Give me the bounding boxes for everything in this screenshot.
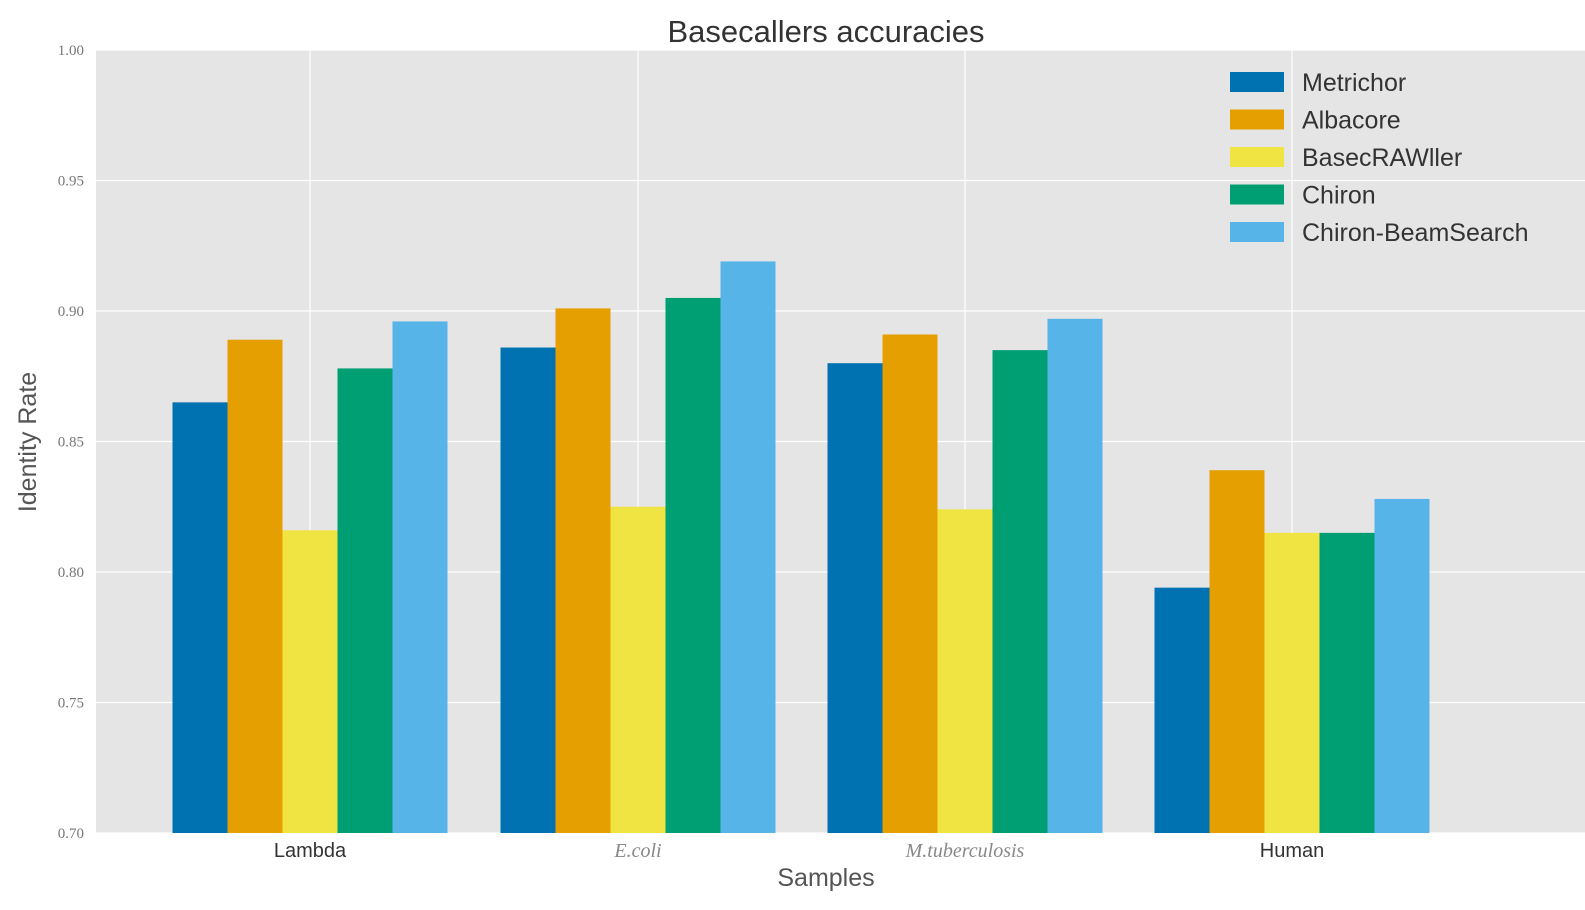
bar-albacore-human [1209, 470, 1265, 833]
y-tick-label: 0.70 [58, 826, 84, 842]
bar-metrichor-lambda [172, 402, 228, 833]
y-tick-label: 0.95 [58, 174, 84, 190]
legend-swatch [1230, 147, 1284, 167]
bar-basecrawller-lambda [282, 530, 338, 833]
bar-chiron-beamsearch-human [1374, 498, 1430, 833]
bar-metrichor-e-coli [500, 347, 556, 833]
legend-swatch [1230, 184, 1284, 205]
bar-chiron-human [1319, 532, 1375, 833]
bar-metrichor-m-tuberculosis [827, 363, 883, 833]
bar-chiron-beamsearch-m-tuberculosis [1047, 318, 1103, 834]
legend: Metrichor Albacore BasecRAWller Chiron Chiro… [1230, 69, 1529, 247]
bar-basecrawller-e-coli [610, 506, 666, 833]
bar-albacore-e-coli [555, 308, 611, 833]
legend-label: Metrichor [1302, 69, 1406, 97]
bar-basecrawller-human [1264, 532, 1320, 833]
legend-label: BasecRAWller [1302, 144, 1462, 172]
legend-swatch [1230, 109, 1284, 130]
x-tick-label: M.tuberculosis [905, 840, 1025, 862]
bars [172, 261, 1430, 834]
bar-chiron-beamsearch-e-coli [720, 261, 776, 833]
y-tick-label: 1.00 [58, 43, 84, 59]
legend-swatch [1230, 72, 1284, 92]
y-axis-ticks: 0.70 0.75 0.80 0.85 0.90 0.95 1.00 [58, 43, 84, 842]
bar-chiron-e-coli [665, 297, 721, 833]
bar-chiron-m-tuberculosis [992, 350, 1048, 833]
bar-albacore-m-tuberculosis [882, 334, 938, 833]
bar-chiron-beamsearch-lambda [392, 321, 448, 833]
y-axis-label: Identity Rate [14, 372, 42, 512]
x-axis-ticks: Lambda E.coli M.tuberculosis Human [274, 840, 1324, 862]
legend-label: Albacore [1302, 107, 1401, 135]
x-tick-label: Human [1260, 840, 1324, 862]
y-tick-label: 0.80 [58, 565, 84, 581]
x-axis-label: Samples [777, 864, 874, 892]
y-tick-label: 0.75 [58, 696, 84, 712]
bar-albacore-lambda [227, 339, 283, 833]
bar-basecrawller-m-tuberculosis [937, 509, 993, 833]
bar-metrichor-human [1154, 587, 1210, 833]
x-tick-label: E.coli [613, 840, 661, 862]
legend-label: Chiron [1302, 182, 1376, 210]
y-tick-label: 0.90 [58, 304, 84, 320]
x-tick-label: Lambda [274, 840, 347, 862]
legend-label: Chiron-BeamSearch [1302, 219, 1529, 247]
bar-chiron-lambda [337, 368, 393, 833]
chart-title: Basecallers accuracies [667, 14, 984, 49]
y-tick-label: 0.85 [58, 435, 84, 451]
legend-swatch [1230, 222, 1284, 242]
